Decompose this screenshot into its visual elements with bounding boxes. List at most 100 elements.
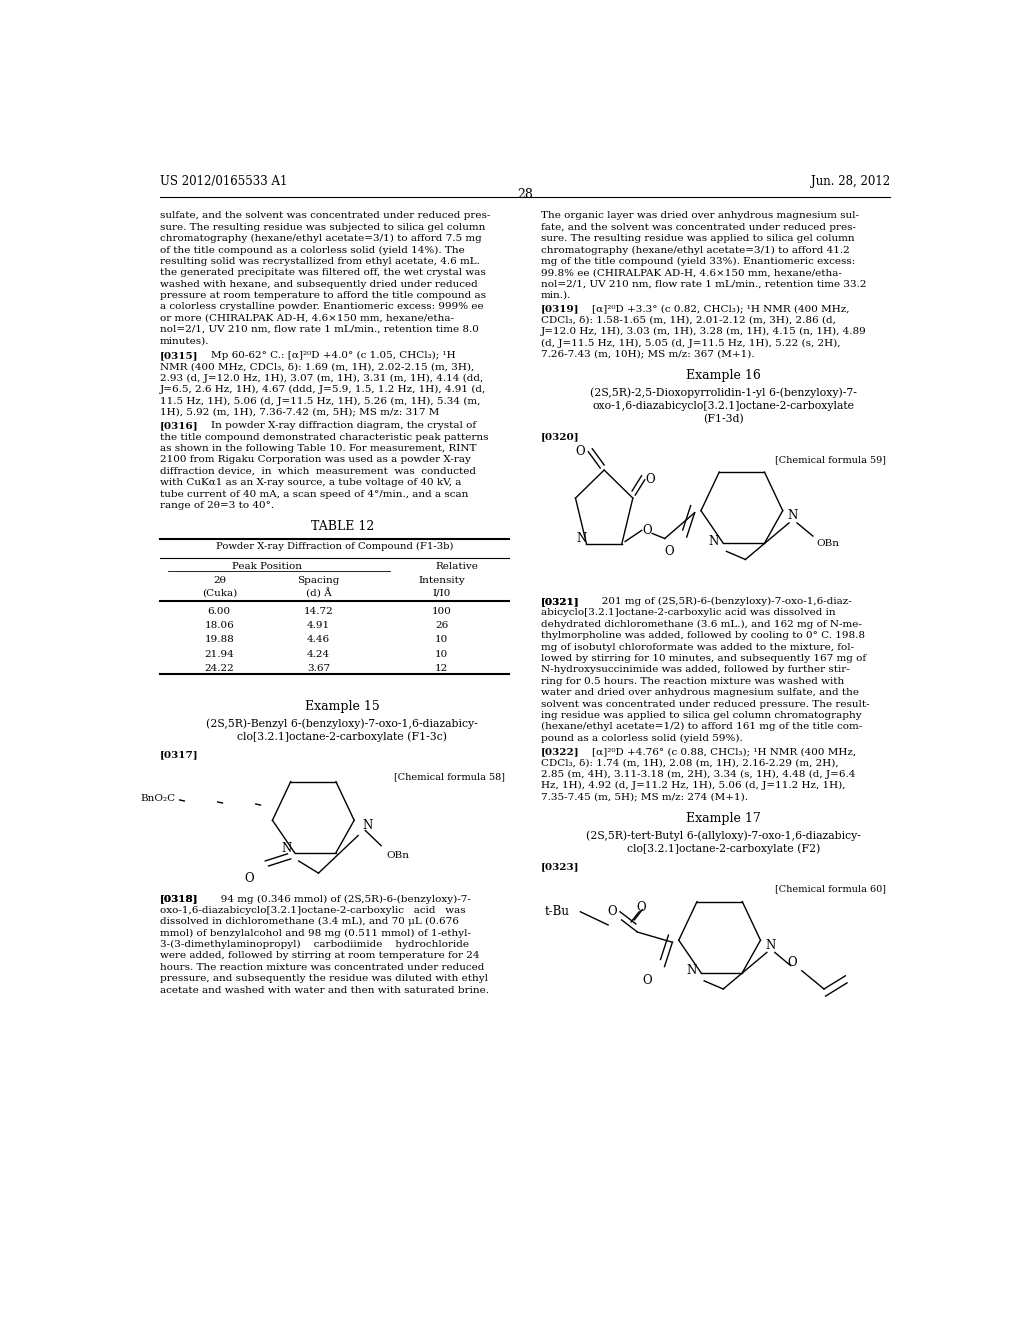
Text: O: O [787, 956, 797, 969]
Text: CDCl₃, δ): 1.58-1.65 (m, 1H), 2.01-2.12 (m, 3H), 2.86 (d,: CDCl₃, δ): 1.58-1.65 (m, 1H), 2.01-2.12 … [541, 315, 836, 325]
Text: mg of the title compound (yield 33%). Enantiomeric excess:: mg of the title compound (yield 33%). En… [541, 257, 855, 265]
Text: 7.26-7.43 (m, 10H); MS m/z: 367 (M+1).: 7.26-7.43 (m, 10H); MS m/z: 367 (M+1). [541, 350, 755, 359]
Text: 24.22: 24.22 [205, 664, 234, 673]
Text: fate, and the solvent was concentrated under reduced pres-: fate, and the solvent was concentrated u… [541, 223, 856, 231]
Text: US 2012/0165533 A1: US 2012/0165533 A1 [160, 174, 287, 187]
Text: [0321]: [0321] [541, 597, 580, 606]
Text: 12: 12 [435, 664, 449, 673]
Text: N: N [282, 842, 292, 855]
Text: Peak Position: Peak Position [231, 562, 302, 572]
Text: clo[3.2.1]octane-2-carboxylate (F2): clo[3.2.1]octane-2-carboxylate (F2) [627, 843, 820, 854]
Text: J=12.0 Hz, 1H), 3.03 (m, 1H), 3.28 (m, 1H), 4.15 (n, 1H), 4.89: J=12.0 Hz, 1H), 3.03 (m, 1H), 3.28 (m, 1… [541, 327, 866, 337]
Text: (d) Å: (d) Å [305, 589, 332, 599]
Text: ing residue was applied to silica gel column chromatography: ing residue was applied to silica gel co… [541, 711, 861, 719]
Text: [0316]: [0316] [160, 421, 199, 430]
Text: 2.85 (m, 4H), 3.11-3.18 (m, 2H), 3.34 (s, 1H), 4.48 (d, J=6.4: 2.85 (m, 4H), 3.11-3.18 (m, 2H), 3.34 (s… [541, 770, 855, 779]
Text: resulting solid was recrystallized from ethyl acetate, 4.6 mL.: resulting solid was recrystallized from … [160, 257, 479, 265]
Text: solvent was concentrated under reduced pressure. The result-: solvent was concentrated under reduced p… [541, 700, 869, 709]
Text: The organic layer was dried over anhydrous magnesium sul-: The organic layer was dried over anhydro… [541, 211, 859, 220]
Text: Intensity: Intensity [418, 577, 465, 585]
Text: 99.8% ee (CHIRALPAK AD-H, 4.6×150 mm, hexane/etha-: 99.8% ee (CHIRALPAK AD-H, 4.6×150 mm, he… [541, 268, 842, 277]
Text: washed with hexane, and subsequently dried under reduced: washed with hexane, and subsequently dri… [160, 280, 477, 289]
Text: nol=2/1, UV 210 nm, flow rate 1 mL/min., retention time 8.0: nol=2/1, UV 210 nm, flow rate 1 mL/min.,… [160, 325, 478, 334]
Text: 14.72: 14.72 [303, 607, 334, 616]
Text: Example 15: Example 15 [305, 701, 380, 713]
Text: 19.88: 19.88 [205, 635, 234, 644]
Text: pressure, and subsequently the residue was diluted with ethyl: pressure, and subsequently the residue w… [160, 974, 487, 983]
Text: ring for 0.5 hours. The reaction mixture was washed with: ring for 0.5 hours. The reaction mixture… [541, 677, 844, 686]
Text: diffraction device,  in  which  measurement  was  conducted: diffraction device, in which measurement… [160, 467, 476, 475]
Text: thylmorpholine was added, followed by cooling to 0° C. 198.8: thylmorpholine was added, followed by co… [541, 631, 864, 640]
Text: sulfate, and the solvent was concentrated under reduced pres-: sulfate, and the solvent was concentrate… [160, 211, 490, 220]
Text: In powder X-ray diffraction diagram, the crystal of: In powder X-ray diffraction diagram, the… [211, 421, 476, 430]
Text: pound as a colorless solid (yield 59%).: pound as a colorless solid (yield 59%). [541, 734, 742, 743]
Text: mmol) of benzylalcohol and 98 mg (0.511 mmol) of 1-ethyl-: mmol) of benzylalcohol and 98 mg (0.511 … [160, 929, 471, 937]
Text: O: O [607, 906, 616, 919]
Text: sure. The resulting residue was applied to silica gel column: sure. The resulting residue was applied … [541, 234, 854, 243]
Text: [0319]: [0319] [541, 305, 580, 313]
Text: 2.93 (d, J=12.0 Hz, 1H), 3.07 (m, 1H), 3.31 (m, 1H), 4.14 (dd,: 2.93 (d, J=12.0 Hz, 1H), 3.07 (m, 1H), 3… [160, 374, 483, 383]
Text: oxo-1,6-diazabicyclo[3.2.1]octane-2-carboxylic   acid   was: oxo-1,6-diazabicyclo[3.2.1]octane-2-carb… [160, 906, 465, 915]
Text: chromatography (hexane/ethyl acetate=3/1) to afford 41.2: chromatography (hexane/ethyl acetate=3/1… [541, 246, 850, 255]
Text: [α]²⁰D +4.76° (c 0.88, CHCl₃); ¹H NMR (400 MHz,: [α]²⁰D +4.76° (c 0.88, CHCl₃); ¹H NMR (4… [592, 747, 856, 756]
Text: 6.00: 6.00 [208, 607, 230, 616]
Text: I/I0: I/I0 [432, 589, 451, 598]
Text: O: O [642, 524, 652, 537]
Text: N: N [709, 535, 719, 548]
Text: were added, followed by stirring at room temperature for 24: were added, followed by stirring at room… [160, 952, 479, 961]
Text: [0323]: [0323] [541, 862, 580, 871]
Text: [α]²⁰D +3.3° (c 0.82, CHCl₃); ¹H NMR (400 MHz,: [α]²⁰D +3.3° (c 0.82, CHCl₃); ¹H NMR (40… [592, 305, 850, 313]
Text: [Chemical formula 59]: [Chemical formula 59] [775, 455, 886, 463]
Text: OBn: OBn [816, 539, 839, 548]
Text: Example 16: Example 16 [686, 370, 761, 383]
Text: Spacing: Spacing [297, 577, 340, 585]
Text: [0322]: [0322] [541, 747, 580, 756]
Text: minutes).: minutes). [160, 337, 209, 346]
Text: 11.5 Hz, 1H), 5.06 (d, J=11.5 Hz, 1H), 5.26 (m, 1H), 5.34 (m,: 11.5 Hz, 1H), 5.06 (d, J=11.5 Hz, 1H), 5… [160, 396, 480, 405]
Text: oxo-1,6-diazabicyclo[3.2.1]octane-2-carboxylate: oxo-1,6-diazabicyclo[3.2.1]octane-2-carb… [592, 401, 854, 411]
Text: J=6.5, 2.6 Hz, 1H), 4.67 (ddd, J=5.9, 1.5, 1.2 Hz, 1H), 4.91 (d,: J=6.5, 2.6 Hz, 1H), 4.67 (ddd, J=5.9, 1.… [160, 385, 486, 395]
Text: dissolved in dichloromethane (3.4 mL), and 70 μL (0.676: dissolved in dichloromethane (3.4 mL), a… [160, 917, 459, 927]
Text: O: O [575, 445, 585, 458]
Text: O: O [645, 474, 655, 486]
Text: water and dried over anhydrous magnesium sulfate, and the: water and dried over anhydrous magnesium… [541, 688, 859, 697]
Text: lowed by stirring for 10 minutes, and subsequently 167 mg of: lowed by stirring for 10 minutes, and su… [541, 653, 866, 663]
Text: N: N [765, 939, 775, 952]
Text: N-hydroxysuccinimide was added, followed by further stir-: N-hydroxysuccinimide was added, followed… [541, 665, 850, 675]
Text: N: N [362, 818, 373, 832]
Text: 28: 28 [517, 187, 532, 201]
Text: the generated precipitate was filtered off, the wet crystal was: the generated precipitate was filtered o… [160, 268, 485, 277]
Text: (hexane/ethyl acetate=1/2) to afford 161 mg of the title com-: (hexane/ethyl acetate=1/2) to afford 161… [541, 722, 862, 731]
Text: [Chemical formula 58]: [Chemical formula 58] [394, 772, 505, 781]
Text: (d, J=11.5 Hz, 1H), 5.05 (d, J=11.5 Hz, 1H), 5.22 (s, 2H),: (d, J=11.5 Hz, 1H), 5.05 (d, J=11.5 Hz, … [541, 338, 840, 347]
Text: Powder X-ray Diffraction of Compound (F1-3b): Powder X-ray Diffraction of Compound (F1… [216, 541, 453, 550]
Text: [0317]: [0317] [160, 750, 199, 759]
Text: 1H), 5.92 (m, 1H), 7.36-7.42 (m, 5H); MS m/z: 317 M: 1H), 5.92 (m, 1H), 7.36-7.42 (m, 5H); MS… [160, 408, 439, 417]
Text: 4.91: 4.91 [307, 622, 330, 630]
Text: hours. The reaction mixture was concentrated under reduced: hours. The reaction mixture was concentr… [160, 962, 484, 972]
Text: TABLE 12: TABLE 12 [310, 520, 374, 533]
Text: 2θ: 2θ [213, 577, 225, 585]
Text: Mp 60-62° C.: [α]²⁰D +4.0° (c 1.05, CHCl₃); ¹H: Mp 60-62° C.: [α]²⁰D +4.0° (c 1.05, CHCl… [211, 351, 456, 360]
Text: 21.94: 21.94 [205, 649, 234, 659]
Text: [0315]: [0315] [160, 351, 199, 360]
Text: 10: 10 [435, 649, 449, 659]
Text: 100: 100 [431, 607, 452, 616]
Text: (2S,5R)-Benzyl 6-(benzyloxy)-7-oxo-1,6-diazabicy-: (2S,5R)-Benzyl 6-(benzyloxy)-7-oxo-1,6-d… [207, 718, 478, 729]
Text: [0321]: [0321] [541, 597, 580, 606]
Text: 3-(3-dimethylaminopropyl)    carbodiimide    hydrochloride: 3-(3-dimethylaminopropyl) carbodiimide h… [160, 940, 469, 949]
Text: CDCl₃, δ): 1.74 (m, 1H), 2.08 (m, 1H), 2.16-2.29 (m, 2H),: CDCl₃, δ): 1.74 (m, 1H), 2.08 (m, 1H), 2… [541, 759, 839, 767]
Text: of the title compound as a colorless solid (yield 14%). The: of the title compound as a colorless sol… [160, 246, 465, 255]
Text: 201 mg of (2S,5R)-6-(benzyloxy)-7-oxo-1,6-diaz-: 201 mg of (2S,5R)-6-(benzyloxy)-7-oxo-1,… [592, 597, 852, 606]
Text: 4.46: 4.46 [307, 635, 330, 644]
Text: 2100 from Rigaku Corporation was used as a powder X-ray: 2100 from Rigaku Corporation was used as… [160, 455, 471, 465]
Text: nol=2/1, UV 210 nm, flow rate 1 mL/min., retention time 33.2: nol=2/1, UV 210 nm, flow rate 1 mL/min.,… [541, 280, 866, 289]
Text: with CuKα1 as an X-ray source, a tube voltage of 40 kV, a: with CuKα1 as an X-ray source, a tube vo… [160, 478, 461, 487]
Text: pressure at room temperature to afford the title compound as: pressure at room temperature to afford t… [160, 290, 485, 300]
Text: Jun. 28, 2012: Jun. 28, 2012 [811, 174, 890, 187]
Text: 94 mg (0.346 mmol) of (2S,5R)-6-(benzyloxy)-7-: 94 mg (0.346 mmol) of (2S,5R)-6-(benzylo… [211, 895, 471, 904]
Text: 7.35-7.45 (m, 5H); MS m/z: 274 (M+1).: 7.35-7.45 (m, 5H); MS m/z: 274 (M+1). [541, 792, 748, 801]
Text: N: N [787, 510, 798, 523]
Text: Relative: Relative [436, 562, 479, 572]
Text: t-Bu: t-Bu [545, 906, 569, 919]
